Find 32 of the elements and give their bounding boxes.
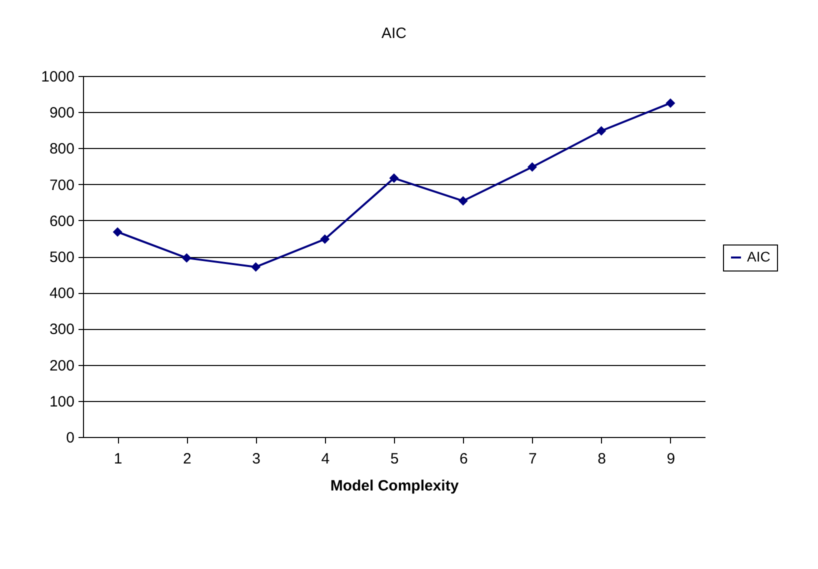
chart-title: AIC [381,25,407,42]
x-axis-title: Model Complexity [330,478,460,494]
y-tick-label: 900 [49,104,74,122]
y-tick-label: 600 [49,212,74,230]
point [596,126,606,136]
point [182,253,192,263]
y-tick-label: 700 [49,176,74,194]
y-tick-label: 400 [49,285,74,302]
y-tick-label: 0 [66,430,74,446]
y-tick-label: 500 [49,249,74,266]
x-tick-label: 1 [114,450,122,468]
point [320,234,330,244]
point [389,173,399,183]
x-tick-label: 7 [528,450,537,468]
x-tick-label: 4 [321,450,330,468]
x-tick-label: 8 [598,450,606,468]
y-tick-label: 1000 [41,68,74,86]
y-tick-label: 100 [49,393,74,410]
point [112,227,122,237]
x-tick-label: 5 [390,450,399,468]
y-tick-label: 300 [49,321,74,338]
x-tick-label: 2 [182,450,192,468]
x-tick-label: 6 [459,450,468,468]
y-tick-label: 800 [49,140,74,158]
point [251,262,261,272]
legend-label: AIC [747,248,770,264]
point [527,162,537,172]
x-tick-label: 3 [252,450,260,468]
y-tick-label: 200 [49,357,74,374]
point [458,196,468,206]
x-tick-label: 9 [666,450,676,468]
point [666,98,676,108]
